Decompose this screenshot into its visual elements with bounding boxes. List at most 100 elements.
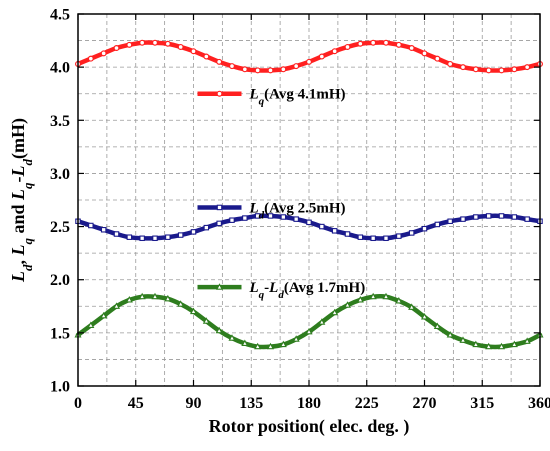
data-point-lq bbox=[395, 41, 402, 48]
legend-marker-lq_minus_ld bbox=[215, 283, 224, 290]
data-point-ld bbox=[139, 235, 145, 242]
data-point-lq_minus_ld bbox=[369, 292, 377, 300]
data-point-lq_minus_ld bbox=[343, 301, 352, 308]
legend-label-ld: Ld(Avg 2.5mH) bbox=[249, 200, 346, 221]
data-point-lq_minus_ld bbox=[189, 307, 198, 315]
data-point-lq bbox=[229, 63, 236, 70]
x-tick-label: 360 bbox=[528, 395, 550, 412]
data-point-lq_minus_ld bbox=[228, 334, 236, 341]
data-point-lq bbox=[280, 66, 287, 73]
data-point-lq_minus_ld bbox=[279, 340, 287, 348]
data-point-lq bbox=[267, 67, 274, 74]
data-point-lq_minus_ld bbox=[215, 326, 223, 334]
data-point-lq_minus_ld bbox=[202, 317, 210, 324]
data-point-ld bbox=[485, 213, 492, 219]
data-point-lq bbox=[126, 41, 133, 48]
data-point-lq_minus_ld bbox=[112, 302, 121, 309]
data-point-lq bbox=[254, 67, 261, 74]
data-point-lq_minus_ld bbox=[446, 331, 454, 338]
data-point-ld bbox=[421, 225, 428, 232]
data-point-lq_minus_ld bbox=[523, 337, 531, 344]
data-point-lq bbox=[306, 58, 313, 65]
y-axis-title: Ld, Lq and Lq-Ld(mH) bbox=[8, 118, 35, 283]
data-point-lq_minus_ld bbox=[472, 340, 480, 348]
data-point-lq bbox=[511, 66, 518, 73]
legend-marker-ld bbox=[216, 204, 223, 211]
data-point-ld bbox=[254, 213, 261, 219]
data-point-lq_minus_ld bbox=[138, 292, 146, 300]
data-point-ld bbox=[473, 214, 479, 220]
data-point-lq bbox=[408, 45, 415, 52]
data-point-lq_minus_ld bbox=[459, 336, 467, 343]
data-point-ld bbox=[165, 234, 171, 240]
data-point-ld bbox=[229, 217, 235, 223]
y-tick-label: 4.0 bbox=[50, 60, 70, 77]
legend-label-lq: Lq(Avg 4.1mH) bbox=[249, 87, 346, 108]
data-point-lq bbox=[164, 40, 171, 47]
data-point-lq_minus_ld bbox=[100, 311, 108, 319]
data-point-ld bbox=[524, 216, 530, 222]
data-point-lq bbox=[100, 50, 107, 57]
data-point-ld bbox=[306, 219, 312, 226]
legend-entry-lq_minus_ld: Lq-Ld(Avg 1.7mH) bbox=[197, 280, 365, 301]
data-point-ld bbox=[408, 230, 415, 236]
data-point-ld bbox=[460, 216, 466, 222]
data-point-ld bbox=[242, 215, 248, 221]
data-point-ld bbox=[190, 229, 197, 235]
data-point-lq bbox=[190, 48, 197, 55]
x-tick-label: 180 bbox=[297, 395, 321, 412]
data-point-ld bbox=[331, 228, 338, 234]
data-point-ld bbox=[447, 218, 453, 225]
data-point-ld bbox=[434, 221, 441, 228]
data-point-lq_minus_ld bbox=[433, 322, 441, 330]
data-point-ld bbox=[498, 213, 505, 219]
data-point-lq_minus_ld bbox=[87, 321, 95, 328]
x-tick-label: 135 bbox=[239, 395, 263, 412]
axis-ticks bbox=[77, 13, 541, 387]
data-point-ld bbox=[203, 224, 210, 231]
data-point-lq bbox=[472, 66, 479, 73]
data-point-lq bbox=[524, 64, 531, 71]
data-point-lq bbox=[177, 43, 184, 50]
data-point-lq_minus_ld bbox=[395, 297, 403, 304]
data-point-ld bbox=[357, 234, 364, 240]
data-point-ld bbox=[100, 227, 107, 233]
data-point-lq bbox=[152, 39, 159, 46]
y-tick-label: 2.5 bbox=[50, 219, 70, 236]
y-tick-label: 4.5 bbox=[50, 7, 70, 24]
legend-layer: Lq(Avg 4.1mH) Ld(Avg 2.5mH) Lq-Ld(Avg 1.7m… bbox=[197, 87, 365, 301]
y-tick-label: 2.0 bbox=[50, 272, 70, 289]
data-point-ld bbox=[88, 222, 94, 229]
data-point-lq_minus_ld bbox=[151, 292, 159, 300]
data-point-lq_minus_ld bbox=[420, 312, 429, 320]
legend-entry-ld: Ld(Avg 2.5mH) bbox=[197, 200, 346, 221]
tick-labels: 0 45 90 135 180 225 270 315 360 1.0 1.5 2.0 2.5 3.0 3.… bbox=[50, 7, 550, 413]
data-point-lq bbox=[318, 53, 325, 60]
data-point-lq_minus_ld bbox=[318, 318, 326, 325]
data-point-ld bbox=[280, 214, 287, 220]
series-lq bbox=[74, 39, 543, 74]
data-point-lq bbox=[498, 67, 505, 74]
x-tick-label: 45 bbox=[128, 395, 144, 412]
data-point-ld bbox=[511, 214, 518, 220]
x-tick-label: 0 bbox=[74, 395, 82, 412]
series-layer bbox=[74, 39, 544, 350]
data-point-ld bbox=[126, 234, 133, 240]
data-point-lq_minus_ld bbox=[177, 300, 185, 307]
data-point-lq bbox=[460, 64, 467, 71]
data-point-lq bbox=[113, 45, 120, 52]
data-point-lq_minus_ld bbox=[125, 295, 133, 303]
data-point-lq_minus_ld bbox=[408, 303, 416, 310]
data-point-lq_minus_ld bbox=[497, 342, 506, 350]
series-lq_minus_ld bbox=[74, 292, 544, 350]
data-point-ld bbox=[383, 235, 389, 242]
data-point-lq bbox=[357, 40, 364, 47]
legend-entry-lq: Lq(Avg 4.1mH) bbox=[197, 87, 346, 108]
data-point-ld bbox=[177, 232, 184, 238]
data-point-lq bbox=[331, 48, 338, 55]
x-tick-label: 90 bbox=[186, 395, 202, 412]
data-point-lq_minus_ld bbox=[266, 342, 275, 350]
data-point-lq_minus_ld bbox=[292, 335, 300, 342]
